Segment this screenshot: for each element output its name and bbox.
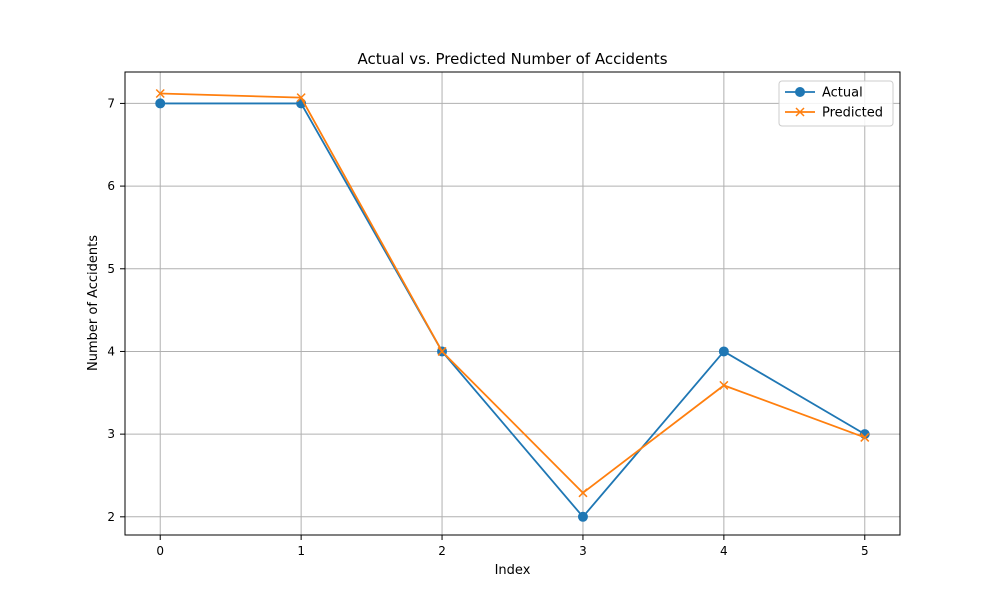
legend-label-actual: Actual (822, 86, 863, 101)
legend-entry-actual: Actual (785, 86, 863, 101)
legend-marker-predicted (795, 107, 805, 117)
y-tick-label: 5 (107, 262, 115, 276)
series-layer (155, 88, 870, 522)
data-point-predicted (578, 488, 588, 498)
data-point-actual (577, 511, 588, 522)
x-tick-label: 4 (720, 544, 728, 558)
data-point-predicted-stroke (155, 88, 165, 99)
y-tick-label: 6 (107, 179, 115, 193)
data-point-actual (155, 98, 166, 109)
series-predicted (155, 88, 870, 498)
data-point-predicted-stroke (719, 380, 729, 390)
data-point-predicted-stroke (296, 93, 306, 103)
x-tick-label: 2 (438, 544, 446, 558)
data-point-predicted (719, 380, 729, 390)
y-tick-label: 4 (107, 344, 115, 358)
y-tick-label: 7 (107, 96, 115, 110)
plot-frame (124, 71, 901, 536)
chart-title: Actual vs. Predicted Number of Accidents (357, 50, 667, 68)
x-tick-label: 0 (156, 544, 164, 558)
x-tick-label: 5 (861, 544, 869, 558)
series-line-actual (160, 102, 866, 518)
legend-label-predicted: Predicted (822, 106, 883, 121)
grid-layer (125, 72, 900, 535)
legend-entry-predicted: Predicted (785, 106, 883, 121)
data-point-predicted-stroke (578, 488, 588, 498)
x-tick-label: 3 (579, 544, 587, 558)
data-point-actual (718, 346, 729, 357)
data-point-predicted-stroke (860, 432, 870, 442)
series-line-predicted (160, 92, 866, 494)
x-axis-label: Index (495, 563, 531, 578)
y-axis-label: Number of Accidents (86, 235, 101, 371)
x-tick-label: 1 (297, 544, 305, 558)
legend-items: Actual Predicted (785, 86, 883, 121)
data-point-predicted (296, 93, 306, 103)
axes-layer: 0 1 2 3 4 5 2 3 4 5 6 7 (107, 71, 901, 558)
data-point-predicted (155, 88, 165, 99)
data-point-predicted (860, 432, 870, 442)
legend: Actual Predicted (778, 80, 894, 127)
y-tick-label: 3 (107, 427, 115, 441)
data-point-predicted-stroke (437, 346, 447, 356)
legend-marker-actual (795, 87, 805, 97)
y-tick-label: 2 (107, 510, 115, 524)
data-point-predicted (437, 346, 447, 356)
legend-marker-predicted-stroke (795, 107, 805, 117)
